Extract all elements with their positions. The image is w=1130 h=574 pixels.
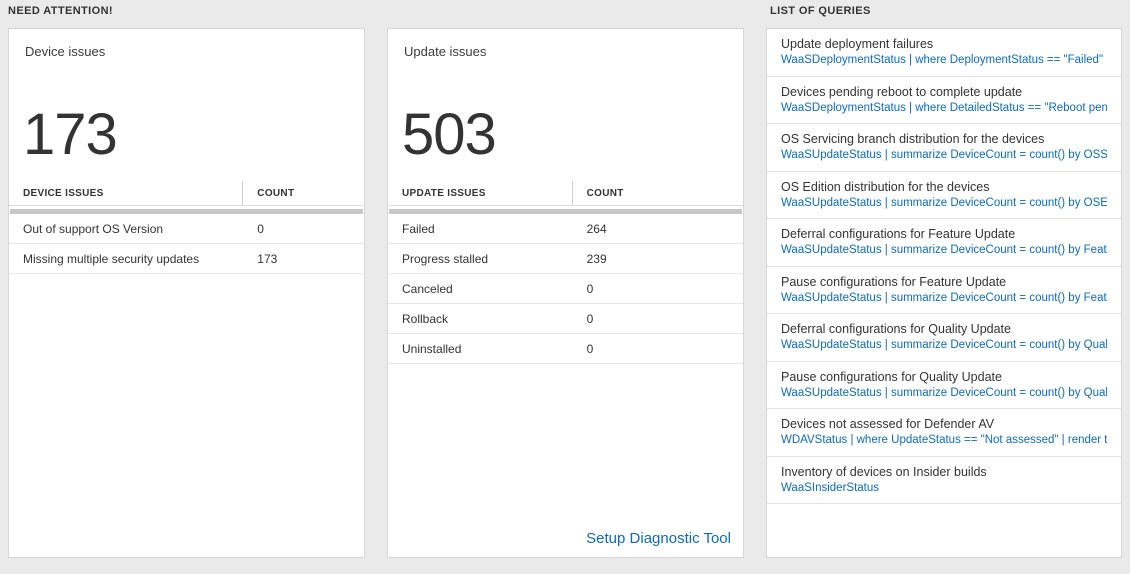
query-item[interactable]: Inventory of devices on Insider builds W… <box>767 457 1121 504</box>
query-code: WDAVStatus | where UpdateStatus == "Not … <box>781 434 1107 446</box>
query-item[interactable]: Update deployment failures WaaSDeploymen… <box>767 29 1121 77</box>
need-attention-title: NEED ATTENTION! <box>8 5 113 17</box>
device-issues-card: Device issues 173 DEVICE ISSUES COUNT Ou… <box>8 28 365 558</box>
device-issues-table: DEVICE ISSUES COUNT Out of support OS Ve… <box>9 181 364 274</box>
query-title: Deferral configurations for Quality Upda… <box>781 322 1011 336</box>
table-header-row: UPDATE ISSUES COUNT <box>388 181 743 206</box>
card-title: Device issues <box>25 44 106 59</box>
issue-count: 0 <box>257 221 264 236</box>
query-title: Devices not assessed for Defender AV <box>781 417 995 431</box>
query-code: WaaSUpdateStatus | summarize DeviceCount… <box>781 291 1107 304</box>
query-item[interactable]: OS Edition distribution for the devices … <box>767 172 1121 219</box>
card-title: Update issues <box>404 44 487 59</box>
table-row[interactable]: Failed 264 <box>388 214 743 244</box>
update-issues-count: 503 <box>402 102 497 167</box>
query-item[interactable]: Deferral configurations for Quality Upda… <box>767 314 1121 362</box>
query-item[interactable]: Devices not assessed for Defender AV WDA… <box>767 409 1121 457</box>
device-issues-count: 173 <box>23 102 118 167</box>
list-of-queries-card: Update deployment failures WaaSDeploymen… <box>766 28 1122 558</box>
table-row[interactable]: Canceled 0 <box>388 274 743 304</box>
issue-label: Canceled <box>402 281 453 296</box>
issue-label: Failed <box>402 221 435 236</box>
issue-label: Out of support OS Version <box>23 221 164 236</box>
issue-label: Progress stalled <box>402 251 489 266</box>
horizontal-scrollbar[interactable] <box>389 209 742 214</box>
query-title: Pause configurations for Feature Update <box>781 274 1007 289</box>
issue-label: Missing multiple security updates <box>23 251 200 266</box>
query-title: OS Edition distribution for the devices <box>781 179 990 194</box>
update-issues-table: UPDATE ISSUES COUNT Failed 264 Progress … <box>388 181 743 364</box>
issue-count: 173 <box>257 251 278 266</box>
query-item[interactable]: Deferral configurations for Feature Upda… <box>767 219 1121 267</box>
update-issues-card: Update issues 503 UPDATE ISSUES COUNT Fa… <box>387 28 744 558</box>
query-code: WaaSDeploymentStatus | where DeploymentS… <box>781 54 1107 66</box>
setup-diagnostic-tool-link[interactable]: Setup Diagnostic Tool <box>586 530 731 547</box>
query-code: WaaSDeploymentStatus | where DetailedSta… <box>781 101 1107 114</box>
issue-count: 264 <box>586 221 607 236</box>
table-row[interactable]: Missing multiple security updates 173 <box>9 244 364 274</box>
list-of-queries-title: LIST OF QUERIES <box>770 5 871 17</box>
query-title: Pause configurations for Quality Update <box>781 369 1002 384</box>
column-header: UPDATE ISSUES <box>388 181 573 205</box>
query-item[interactable]: Pause configurations for Feature Update … <box>767 267 1121 314</box>
issue-count: 0 <box>586 311 594 326</box>
query-title: Devices pending reboot to complete updat… <box>781 84 1023 99</box>
column-header: DEVICE ISSUES <box>9 181 244 205</box>
query-title: Deferral configurations for Feature Upda… <box>781 227 1016 241</box>
table-row[interactable]: Progress stalled 239 <box>388 244 743 274</box>
query-item[interactable]: Devices pending reboot to complete updat… <box>767 77 1121 124</box>
query-title: OS Servicing branch distribution for the… <box>781 132 1045 146</box>
query-item[interactable]: Pause configurations for Quality Update … <box>767 362 1121 409</box>
table-header-row: DEVICE ISSUES COUNT <box>9 181 364 206</box>
issue-label: Rollback <box>402 311 449 326</box>
table-row[interactable]: Rollback 0 <box>388 304 743 334</box>
query-code: WaaSUpdateStatus | summarize DeviceCount… <box>781 339 1107 351</box>
query-title: Inventory of devices on Insider builds <box>781 464 987 479</box>
query-item[interactable]: OS Servicing branch distribution for the… <box>767 124 1121 172</box>
query-code: WaaSUpdateStatus | summarize DeviceCount… <box>781 149 1107 161</box>
column-header: COUNT <box>257 188 295 199</box>
table-row[interactable]: Out of support OS Version 0 <box>9 214 364 244</box>
query-code: WaaSUpdateStatus | summarize DeviceCount… <box>781 196 1107 209</box>
issue-count: 239 <box>586 251 607 266</box>
issue-count: 0 <box>586 341 594 356</box>
column-header: COUNT <box>586 188 624 199</box>
query-code: WaaSInsiderStatus <box>781 481 880 494</box>
table-row[interactable]: Uninstalled 0 <box>388 334 743 364</box>
issue-count: 0 <box>586 281 594 296</box>
query-code: WaaSUpdateStatus | summarize DeviceCount… <box>781 386 1107 399</box>
query-title: Update deployment failures <box>781 37 934 51</box>
query-code: WaaSUpdateStatus | summarize DeviceCount… <box>781 244 1107 256</box>
horizontal-scrollbar[interactable] <box>10 209 363 214</box>
issue-label: Uninstalled <box>402 341 462 356</box>
